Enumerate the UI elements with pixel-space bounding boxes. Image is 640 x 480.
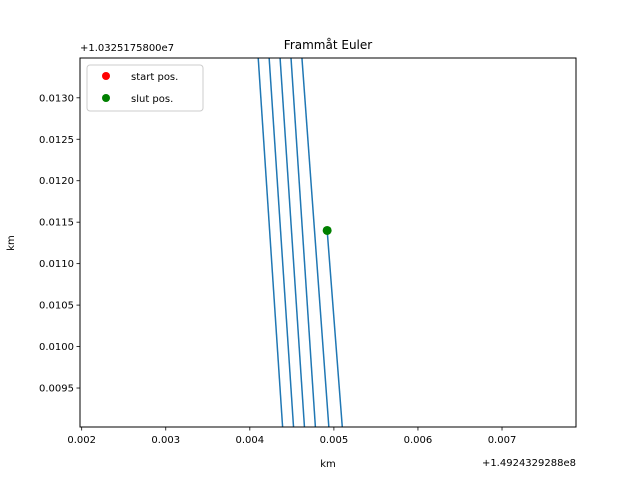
- x-tick-label-2: 0.004: [235, 435, 264, 446]
- y-offset-label: +1.0325175800e7: [80, 43, 174, 54]
- trajectory-segment-3: [290, 58, 317, 427]
- x-tick-label-4: 0.006: [404, 435, 433, 446]
- y-axis-label: km: [6, 235, 17, 251]
- legend-marker-start: [102, 72, 110, 80]
- x-tick-label-1: 0.003: [151, 435, 180, 446]
- x-tick-label-0: 0.002: [67, 435, 96, 446]
- trajectory-layer: [257, 58, 344, 427]
- y-tick-label-7: 0.0130: [39, 93, 74, 104]
- trajectory-segment-0: [257, 58, 284, 427]
- chart-title: Frammåt Euler: [284, 38, 372, 52]
- plot-frame: [79, 57, 577, 428]
- x-tick-label-3: 0.005: [320, 435, 349, 446]
- x-axis: 0.002 0.003 0.004 0.005 0.006 0.007: [67, 427, 516, 446]
- trajectory-segment-1: [268, 58, 295, 427]
- point-1: [322, 225, 332, 235]
- y-tick-label-1: 0.0100: [39, 342, 74, 353]
- points-layer: [322, 225, 332, 235]
- x-offset-label: +1.4924329288e8: [482, 458, 576, 469]
- x-axis-label: km: [320, 459, 336, 470]
- legend-label-start: start pos.: [131, 72, 178, 83]
- trajectory-segment-4: [301, 58, 330, 427]
- trajectory-segment-5: [326, 230, 344, 427]
- y-tick-label-5: 0.0120: [39, 176, 74, 187]
- trajectory-segment-2: [279, 58, 306, 427]
- legend-marker-end: [102, 94, 110, 102]
- y-tick-label-4: 0.0115: [39, 218, 74, 229]
- y-tick-label-3: 0.0110: [39, 259, 74, 270]
- y-tick-label-0: 0.0095: [39, 384, 74, 395]
- x-tick-label-5: 0.007: [488, 435, 517, 446]
- y-tick-label-2: 0.0105: [39, 301, 74, 312]
- legend: start pos. slut pos.: [86, 64, 204, 112]
- legend-box: [86, 64, 204, 112]
- legend-label-end: slut pos.: [131, 94, 173, 105]
- y-axis: 0.0095 0.0100 0.0105 0.0110 0.0115 0.0120 0.01…: [39, 93, 80, 395]
- y-tick-label-6: 0.0125: [39, 135, 74, 146]
